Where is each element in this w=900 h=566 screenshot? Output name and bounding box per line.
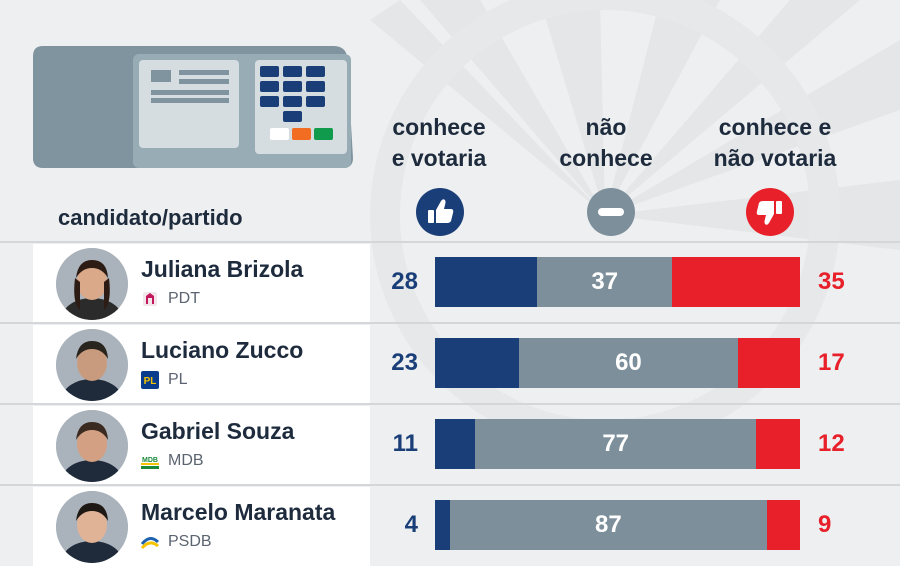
thumbs-up-icon (416, 188, 464, 236)
row-divider (0, 241, 900, 243)
party-name: PL (168, 371, 188, 388)
candidate-name: Juliana Brizola (141, 256, 304, 282)
column-heading-line: conhece (392, 114, 486, 140)
bar-segment-nao-conhece (449, 500, 768, 550)
candidate-row: Gabriel Souza MDB MDB (33, 406, 370, 485)
column-heading-line: e votaria (391, 145, 487, 171)
value-nao-conhece: 37 (591, 268, 619, 295)
party-info: PSDB (140, 532, 212, 552)
candidate-row: Juliana Brizola PDT (33, 244, 370, 323)
party-info: PL PL (141, 370, 188, 390)
bar-segment-conhece-votaria (435, 338, 519, 388)
value-nao-conhece: 77 (602, 430, 630, 457)
value-conhece-votaria: 11 (392, 430, 418, 457)
bar-segment-nao-conhece (518, 338, 738, 388)
party-logo-icon: PL (141, 371, 159, 389)
bar-segment-conhece-votaria (435, 419, 476, 469)
party-name: MDB (168, 452, 204, 469)
candidate-row: Luciano Zucco PL PL (33, 325, 370, 404)
party-info: PDT (141, 289, 200, 309)
bar-segment-nao-conhece (537, 257, 673, 307)
bar-segment-conhece-votaria (435, 500, 450, 550)
minus-icon (587, 188, 635, 236)
column-heading-line: conhece (559, 145, 653, 171)
party-logo-icon (141, 290, 159, 308)
stacked-bar: 37 (435, 257, 800, 307)
row-divider (0, 322, 900, 324)
value-conhece-votaria: 23 (391, 349, 418, 376)
candidate-name: Luciano Zucco (141, 337, 304, 363)
value-conhece-nao-votaria: 17 (818, 349, 845, 376)
column-heading-line: conhece e (718, 114, 832, 140)
party-info: MDB MDB (141, 451, 204, 471)
svg-text:PL: PL (144, 376, 157, 387)
stacked-bar: 60 (435, 338, 800, 388)
column-heading-nao-conhece: não conhece (521, 112, 691, 174)
party-name: PSDB (168, 533, 212, 550)
column-heading-votaria: conhece e votaria (354, 112, 524, 174)
value-nao-conhece: 60 (615, 349, 642, 376)
value-conhece-nao-votaria: 12 (818, 430, 845, 457)
value-conhece-votaria: 4 (404, 511, 418, 538)
candidate-name: Marcelo Maranata (141, 499, 336, 525)
column-heading-line: não (585, 114, 627, 140)
bar-segment-nao-votaria (756, 419, 800, 469)
bar-segment-nao-conhece (475, 419, 757, 469)
bar-segment-nao-votaria (672, 257, 800, 307)
column-heading-nao-votaria: conhece e não votaria (690, 112, 860, 174)
value-conhece-nao-votaria: 35 (818, 268, 845, 295)
party-logo-icon (140, 533, 160, 551)
stacked-bar: 87 (435, 500, 800, 550)
candidate-row: Marcelo Maranata PSDB (33, 487, 370, 566)
column-heading-line: não votaria (713, 145, 837, 171)
candidate-photo (56, 491, 128, 563)
value-conhece-nao-votaria: 9 (818, 511, 832, 538)
bar-segment-nao-votaria (737, 338, 800, 388)
value-conhece-votaria: 28 (391, 268, 418, 295)
stacked-bar: 77 (435, 419, 800, 469)
value-nao-conhece: 87 (595, 511, 622, 538)
candidate-name: Gabriel Souza (141, 418, 295, 444)
party-name: PDT (168, 290, 200, 307)
thumbs-down-icon (746, 188, 794, 236)
party-logo-icon: MDB (141, 452, 159, 470)
row-divider (0, 484, 900, 486)
ballot-box-icon (33, 46, 353, 168)
bar-segment-conhece-votaria (435, 257, 538, 307)
candidate-photo (56, 410, 128, 482)
svg-text:MDB: MDB (142, 457, 158, 464)
row-divider (0, 403, 900, 405)
bar-segment-nao-votaria (767, 500, 800, 550)
candidate-photo (56, 248, 128, 320)
row-header-label: candidato/partido (58, 205, 243, 230)
candidate-photo (56, 329, 128, 401)
